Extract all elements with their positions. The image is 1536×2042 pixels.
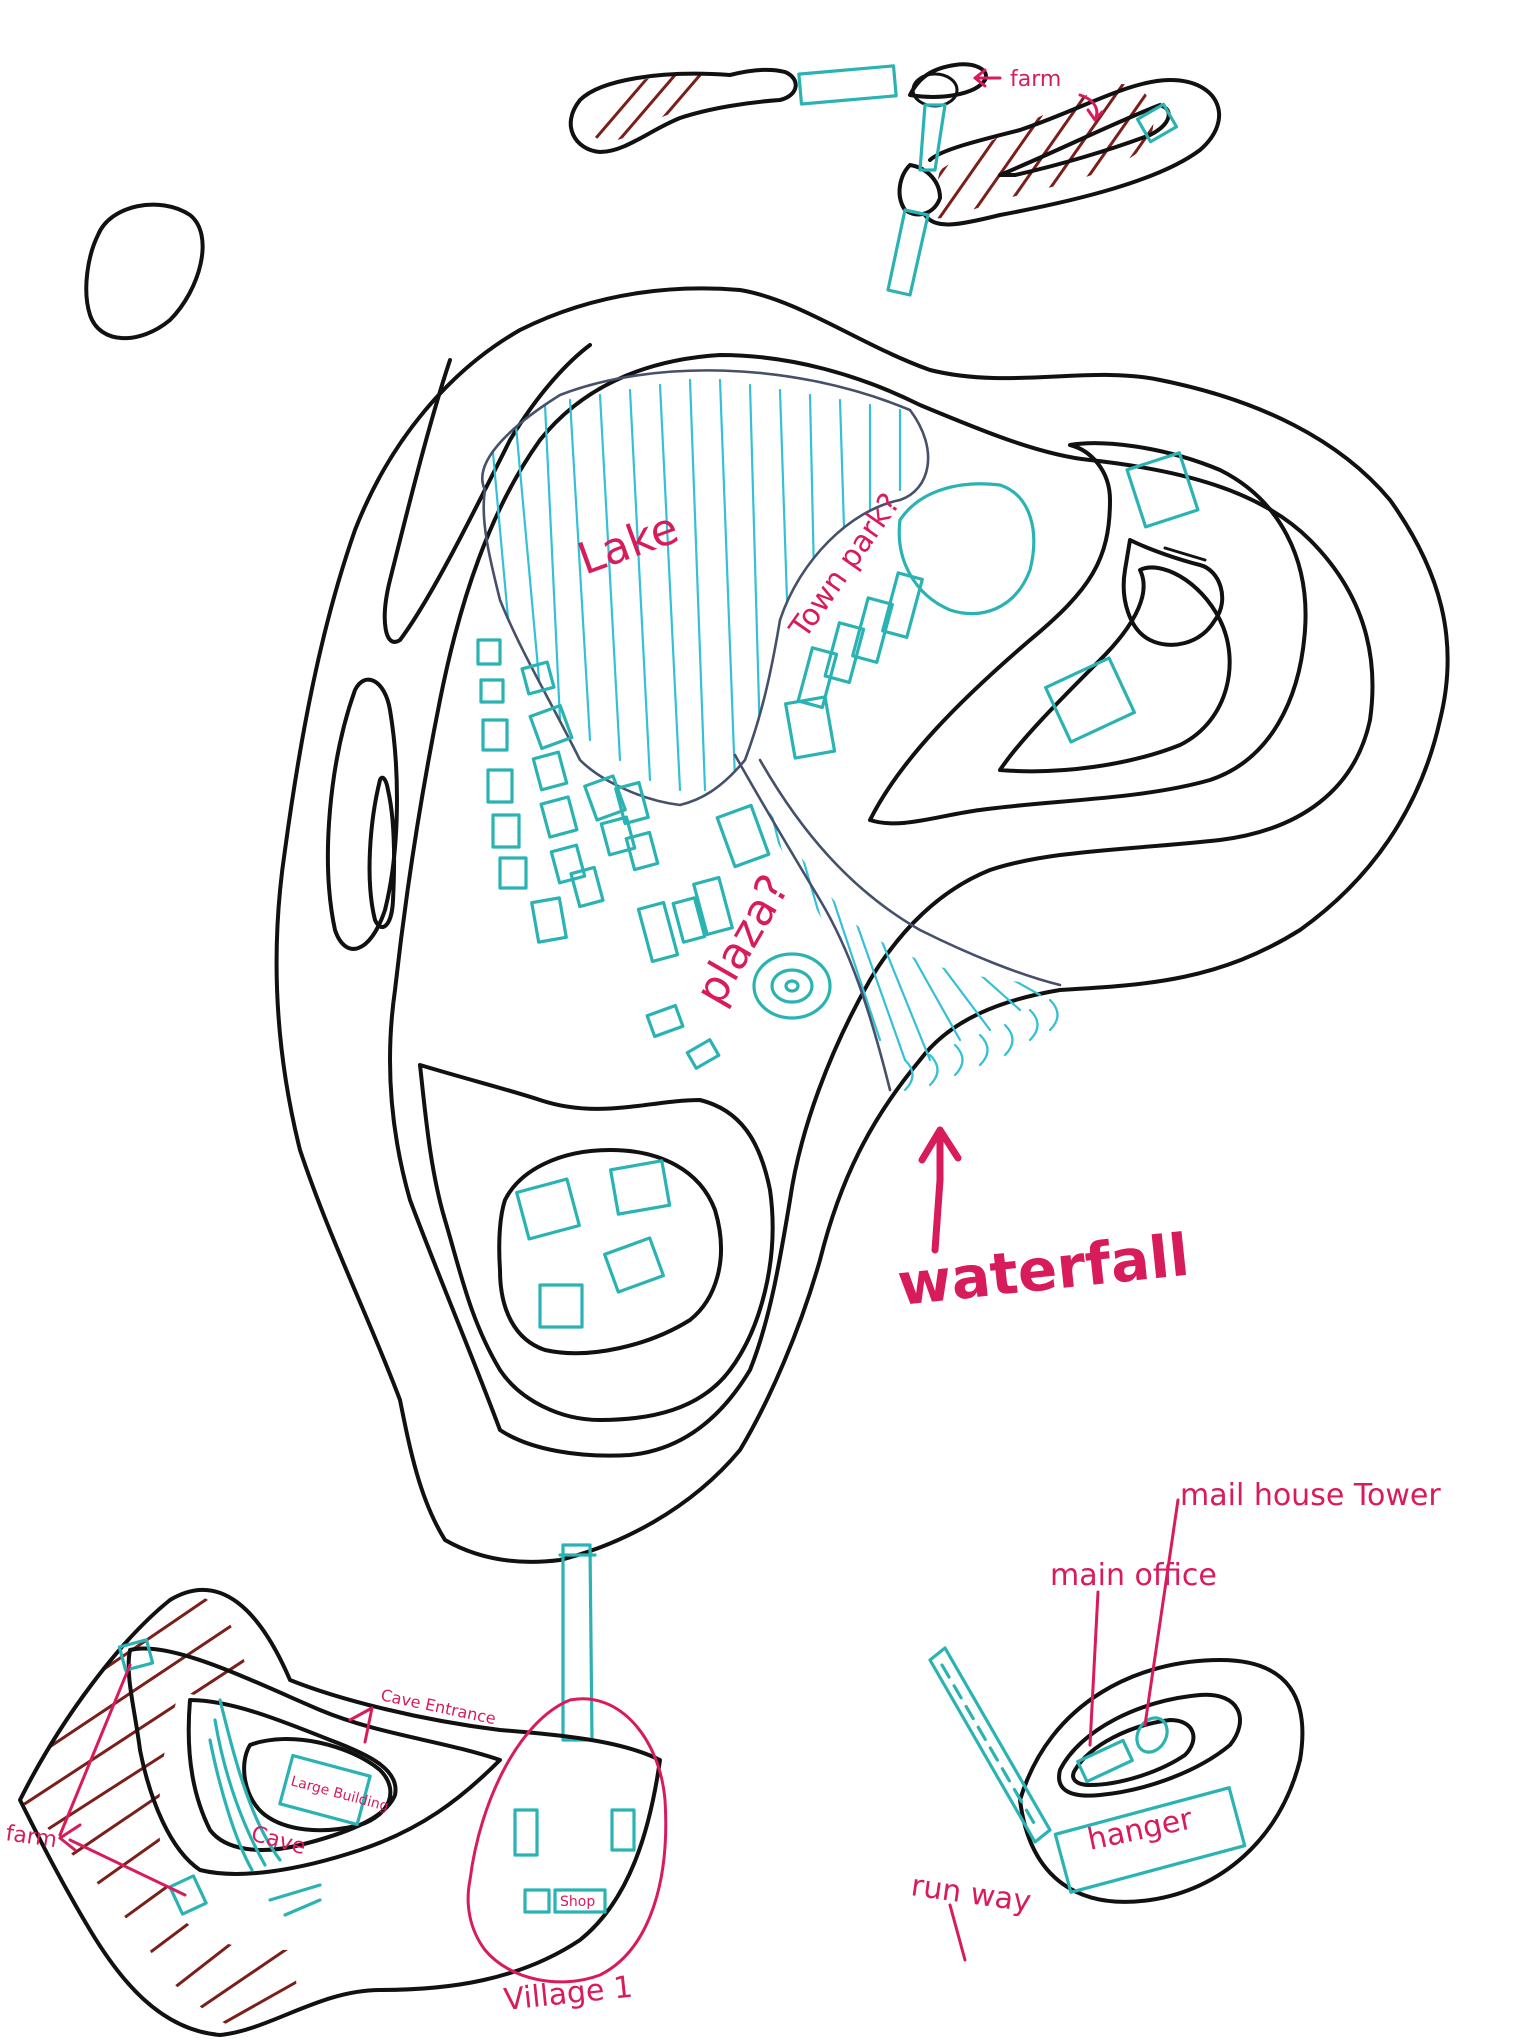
mail-house-tower-pointer <box>1143 1498 1180 1727</box>
farm-north-label: farm <box>1010 67 1061 92</box>
farm-north-arrow-2 <box>1078 93 1104 122</box>
east-cove-inner <box>998 565 1232 774</box>
southwest-farm-building-2 <box>168 1874 208 1916</box>
village-1-label: Village 1 <box>502 1970 634 2018</box>
north-farm-shed <box>1135 102 1179 144</box>
plaza-fountain <box>752 952 832 1020</box>
mail-house-tower-label: mail house Tower <box>1180 1478 1441 1513</box>
main-office-pointer <box>1088 1590 1100 1747</box>
south-pocket-outer <box>418 1063 775 1422</box>
lake-water-lines <box>488 378 902 792</box>
southwest-island-core <box>242 1737 393 1833</box>
cave-hatching <box>208 1698 282 1872</box>
village-1-boundary <box>466 1697 668 1984</box>
southwest-island-coast <box>18 1587 662 2037</box>
islet-outline <box>84 202 205 341</box>
southwest-island: Cave Entrance Large Building Cave Shop V… <box>4 1587 668 2040</box>
river-bank-east <box>758 758 1062 987</box>
cave-mark <box>268 1883 322 1917</box>
runway-pointer <box>948 1903 967 1962</box>
lake-shore <box>481 369 930 807</box>
southeast-island-coast <box>1018 1658 1305 1904</box>
village-1-shop <box>553 1888 607 1914</box>
runway-label: run way <box>909 1868 1033 1919</box>
lake-label: Lake <box>571 502 685 585</box>
farm-southwest-pointers <box>58 1663 187 1897</box>
waterfall-arrow <box>918 1126 962 1254</box>
south-bridge <box>561 1543 594 1742</box>
runway-centerline <box>940 1663 1040 1832</box>
town-park-buildings <box>784 571 924 760</box>
east-cove-building-1 <box>1125 451 1200 529</box>
village-1-building-1 <box>513 1808 539 1857</box>
west-ridge-pool <box>325 677 399 951</box>
large-building <box>278 1753 372 1827</box>
south-pocket-building-4 <box>538 1283 584 1329</box>
shop-label: Shop <box>560 1894 595 1910</box>
east-cove-building-2 <box>1044 656 1136 744</box>
east-cove-outer <box>868 441 1308 826</box>
river-bank-west <box>733 753 892 1092</box>
main-island: Lake Town park? plaza? waterfall <box>274 286 1450 1742</box>
mail-house-tower <box>1135 1716 1169 1754</box>
southwest-island-ridge <box>126 1646 502 1876</box>
north-farm-junction <box>897 163 942 217</box>
southeast-island-terrace <box>1057 1692 1242 1798</box>
hanger-label: hanger <box>1084 1801 1196 1857</box>
village-1-building-3 <box>523 1888 551 1914</box>
east-pool-mark <box>1163 546 1207 562</box>
farm-north-arrow <box>973 68 1002 88</box>
west-town-buildings <box>476 638 771 1070</box>
north-farm-building <box>797 64 898 106</box>
west-ridge-inner <box>367 775 397 929</box>
plaza-label: plaza? <box>685 866 799 1013</box>
main-office-label: main office <box>1050 1558 1217 1593</box>
runway <box>928 1646 1052 1844</box>
southwest-farm-hatching <box>20 1594 297 2040</box>
south-pocket-building-2 <box>608 1159 672 1216</box>
southeast-island: hanger mail house Tower main office run … <box>909 1478 1441 1962</box>
town-park-pond <box>897 482 1036 616</box>
village-1-building-2 <box>610 1808 636 1852</box>
southwest-farm-building-1 <box>117 1638 155 1672</box>
waterfall-spray <box>903 998 1059 1092</box>
southeast-island-summit <box>1071 1718 1196 1787</box>
south-pocket-inner <box>497 1148 723 1356</box>
main-office-building <box>1076 1738 1134 1784</box>
east-inner-pool <box>1121 538 1225 647</box>
main-island-inner-ring <box>388 353 1375 1458</box>
north-bridge-upper <box>918 103 947 172</box>
west-ridge-upper <box>382 343 592 644</box>
north-bridge-lower <box>886 208 930 297</box>
main-island-outer-coast <box>274 286 1450 1564</box>
north-farm-island: farm <box>568 62 1221 297</box>
cave-entrance-pointer <box>348 1706 374 1744</box>
south-pocket-building-3 <box>603 1236 665 1294</box>
south-pocket-building-1 <box>515 1177 581 1241</box>
hanger-building <box>1053 1786 1247 1894</box>
